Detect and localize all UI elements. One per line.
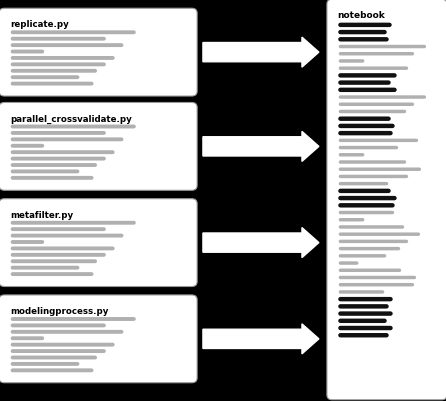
FancyBboxPatch shape [0, 8, 197, 96]
FancyArrow shape [203, 37, 319, 67]
FancyArrow shape [203, 324, 319, 354]
Text: metafilter.py: metafilter.py [10, 211, 73, 220]
Text: parallel_crossvalidate.py: parallel_crossvalidate.py [10, 115, 132, 124]
FancyBboxPatch shape [0, 295, 197, 383]
FancyArrow shape [203, 132, 319, 161]
FancyArrow shape [203, 228, 319, 257]
FancyBboxPatch shape [327, 0, 446, 400]
Text: modelingprocess.py: modelingprocess.py [10, 307, 108, 316]
Text: notebook: notebook [338, 11, 385, 20]
FancyBboxPatch shape [0, 199, 197, 286]
Text: replicate.py: replicate.py [10, 20, 69, 29]
FancyBboxPatch shape [0, 103, 197, 190]
